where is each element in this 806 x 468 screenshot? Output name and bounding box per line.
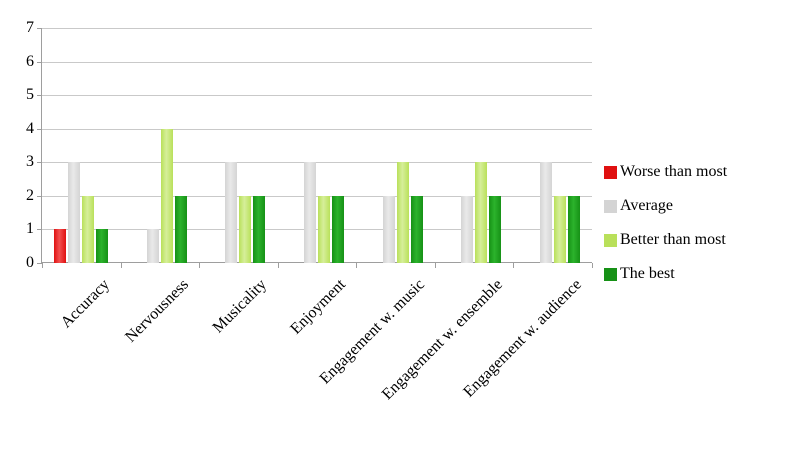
y-tick-mark bbox=[37, 162, 42, 164]
x-axis-label: Nervousness bbox=[122, 276, 192, 346]
bar bbox=[553, 196, 566, 263]
y-tick-mark bbox=[37, 128, 42, 130]
legend-item: Worse than most bbox=[604, 155, 727, 189]
bar bbox=[332, 196, 344, 263]
gridline bbox=[42, 229, 592, 231]
bar bbox=[410, 196, 423, 263]
bar bbox=[461, 196, 474, 263]
gridline bbox=[42, 61, 592, 63]
x-axis-label: Engagement w. music bbox=[316, 276, 428, 388]
bar bbox=[82, 196, 95, 263]
bar bbox=[68, 162, 81, 263]
y-tick-mark bbox=[37, 28, 42, 29]
y-axis-label: 5 bbox=[26, 86, 34, 104]
legend-item: Average bbox=[604, 189, 727, 223]
x-tick-mark bbox=[199, 263, 200, 268]
gridline bbox=[42, 28, 592, 29]
x-axis-label: Enjoyment bbox=[287, 276, 350, 338]
plot-area bbox=[42, 28, 592, 263]
legend-swatch bbox=[604, 165, 617, 179]
x-axis-labels: Accuracy Nervousness Musicality Enjoyment En… bbox=[42, 276, 592, 436]
gridline bbox=[42, 162, 592, 164]
x-tick-mark bbox=[592, 263, 593, 268]
legend-swatch bbox=[604, 267, 617, 281]
legend-item: Better than most bbox=[604, 223, 727, 257]
x-tick-mark bbox=[356, 263, 357, 268]
y-axis-label: 6 bbox=[26, 52, 34, 70]
legend-item: The best bbox=[604, 257, 727, 291]
x-axis-baseline bbox=[42, 262, 592, 263]
x-axis-label: Musicality bbox=[210, 276, 271, 337]
y-tick-mark bbox=[37, 95, 42, 97]
gridline bbox=[42, 195, 592, 197]
bar bbox=[54, 229, 67, 263]
bar bbox=[304, 162, 316, 263]
y-tick-mark bbox=[37, 263, 42, 264]
legend-label: The best bbox=[620, 265, 675, 282]
x-tick-mark bbox=[121, 263, 122, 268]
chart-legend: Worse than most Average Better than most Th… bbox=[604, 155, 727, 291]
y-axis-label: 2 bbox=[26, 186, 34, 204]
gridline bbox=[42, 95, 592, 97]
y-axis-label: 0 bbox=[26, 254, 34, 271]
y-axis-label: 7 bbox=[26, 19, 34, 36]
x-tick-mark bbox=[513, 263, 514, 268]
bar bbox=[160, 129, 173, 263]
x-tick-mark bbox=[435, 263, 436, 268]
y-tick-mark bbox=[37, 61, 42, 63]
x-axis-label: Engagement w. ensemble bbox=[378, 276, 507, 404]
y-tick-mark bbox=[37, 195, 42, 197]
y-tick-mark bbox=[37, 229, 42, 231]
y-axis-label: 3 bbox=[26, 153, 34, 171]
bar bbox=[567, 196, 580, 263]
bar bbox=[225, 162, 238, 263]
bar bbox=[382, 196, 395, 263]
y-axis-labels: 0 1 2 3 4 5 6 7 bbox=[0, 19, 34, 271]
bar bbox=[96, 229, 109, 263]
bar bbox=[318, 196, 330, 263]
legend-label: Better than most bbox=[620, 231, 726, 248]
legend-swatch bbox=[604, 199, 617, 213]
bar bbox=[475, 162, 488, 263]
bar bbox=[174, 196, 187, 263]
x-tick-mark bbox=[278, 263, 279, 268]
legend-label: Worse than most bbox=[620, 163, 728, 180]
y-axis-label: 4 bbox=[26, 119, 34, 137]
bar bbox=[539, 162, 552, 263]
y-axis-line bbox=[41, 28, 42, 264]
legend-swatch bbox=[604, 233, 617, 247]
bar bbox=[146, 229, 159, 263]
x-axis-label: Engagement w. audience bbox=[460, 276, 585, 401]
bar bbox=[396, 162, 409, 263]
x-tick-mark bbox=[42, 263, 43, 268]
legend-label: Average bbox=[620, 197, 673, 214]
bar bbox=[253, 196, 266, 263]
gridline bbox=[42, 128, 592, 130]
bar bbox=[489, 196, 502, 263]
y-axis-label: 1 bbox=[26, 220, 34, 238]
bar bbox=[239, 196, 252, 263]
